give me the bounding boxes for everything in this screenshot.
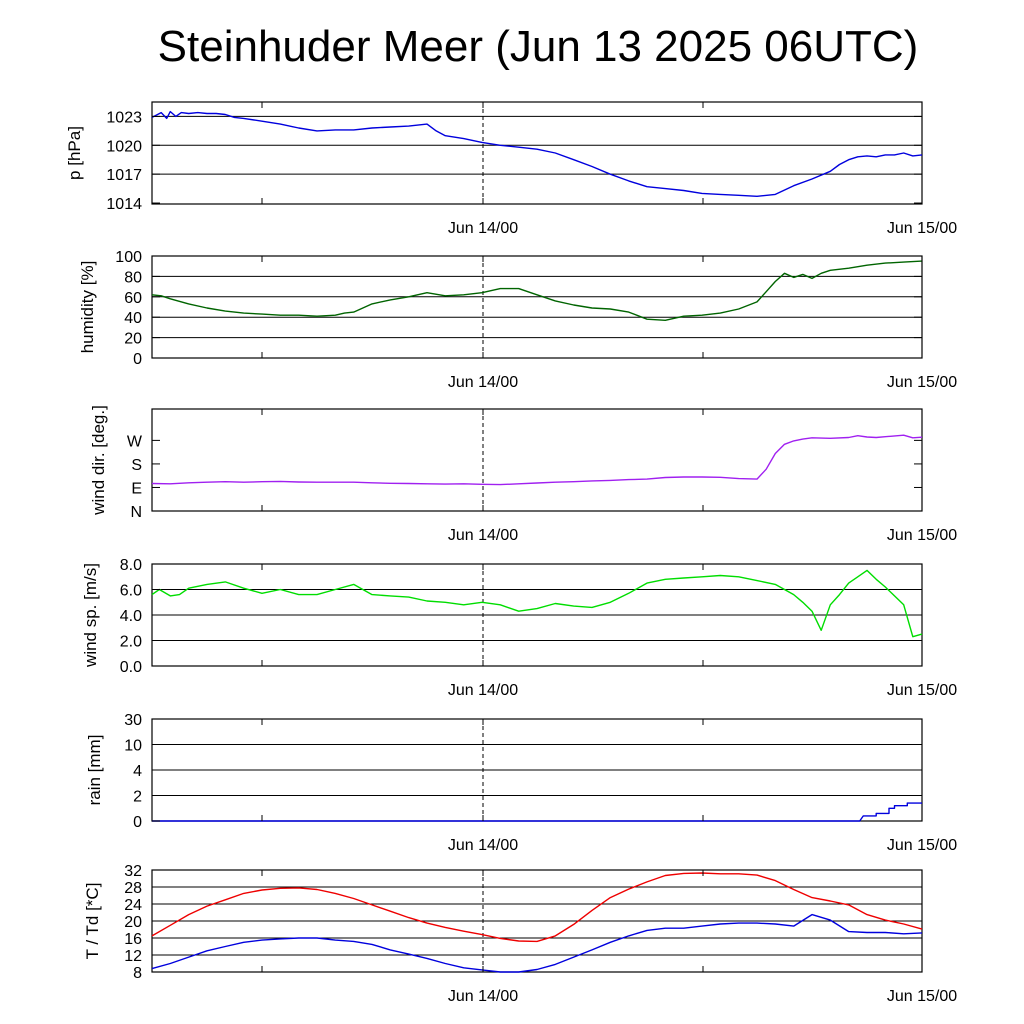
x-tick-label: Jun 15/00	[887, 837, 957, 854]
series-group	[151, 569, 923, 638]
x-tick-label: Jun 15/00	[887, 374, 957, 391]
x-tick-label: Jun 14/00	[448, 220, 518, 237]
y-tick-label: 4.0	[120, 608, 142, 625]
series-group	[152, 802, 922, 822]
wind-speed-series-line	[151, 569, 923, 638]
y-axis-label: T / Td [*C]	[83, 883, 102, 960]
panel-wind-speed: 0.0 2.0 4.0 6.0 8.0 Jun 14/00 Jun 15/00 wind …	[81, 557, 957, 699]
y-tick-label: E	[131, 480, 142, 497]
series-group	[151, 260, 923, 321]
y-tick-label: 100	[115, 249, 142, 266]
y-tick-label: 12	[124, 948, 142, 965]
y-tick-label: 16	[124, 931, 142, 948]
y-tick-label: 0	[133, 814, 142, 831]
y-tick-label: 4	[133, 763, 142, 780]
panel-humidity: 0 20 40 60 80 100 Jun 14/00 Jun 15/00 humidity…	[78, 249, 957, 391]
x-tick-label: Jun 14/00	[448, 527, 518, 544]
y-tick-label: 1023	[106, 109, 142, 126]
x-tick-label: Jun 14/00	[448, 374, 518, 391]
x-tick-label: Jun 14/00	[448, 837, 518, 854]
y-axis: 0 20 40 60 80 100	[115, 249, 922, 368]
x-tick-label: Jun 15/00	[887, 220, 957, 237]
y-tick-label: 20	[124, 914, 142, 931]
pressure-series-line	[151, 110, 923, 198]
temperature-series-line-t	[151, 872, 923, 943]
y-tick-label: 8	[133, 965, 142, 982]
y-axis-label: wind dir. [deg.]	[89, 405, 108, 516]
humidity-series-line	[151, 260, 923, 321]
grid-lines	[152, 256, 922, 358]
y-axis: 1014 1017 1020 1023	[106, 109, 922, 213]
y-axis-label: p [hPa]	[65, 126, 84, 180]
panel-rain: 0 2 4 10 30 Jun 14/00 Jun 15/00 rain [mm]	[85, 712, 957, 854]
x-tick-label: Jun 15/00	[887, 682, 957, 699]
y-tick-label: 6.0	[120, 583, 142, 600]
y-tick-label: 32	[124, 863, 142, 880]
series-group	[151, 434, 923, 486]
y-tick-label: N	[130, 504, 142, 521]
series-group	[151, 872, 923, 973]
y-tick-label: 0.0	[120, 659, 142, 676]
y-tick-label: 2	[133, 789, 142, 806]
y-axis-label: rain [mm]	[85, 735, 104, 806]
grid-lines	[152, 102, 922, 204]
x-axis: Jun 14/00 Jun 15/00	[261, 256, 957, 391]
x-tick-label: Jun 15/00	[887, 988, 957, 1005]
plot-frame	[151, 255, 923, 359]
y-tick-label: 28	[124, 880, 142, 897]
x-axis: Jun 14/00 Jun 15/00	[261, 564, 957, 699]
y-tick-label: 8.0	[120, 557, 142, 574]
chart-title: Steinhuder Meer (Jun 13 2025 06UTC)	[157, 22, 919, 71]
y-tick-label: 1014	[106, 196, 142, 213]
x-axis: Jun 14/00 Jun 15/00	[261, 409, 957, 544]
y-tick-label: 24	[124, 897, 142, 914]
y-tick-label: 30	[124, 712, 142, 729]
y-tick-label: 0	[133, 351, 142, 368]
y-tick-label: 2.0	[120, 634, 142, 651]
x-tick-label: Jun 14/00	[448, 682, 518, 699]
y-tick-label: 60	[124, 290, 142, 307]
y-tick-label: 20	[124, 331, 142, 348]
y-axis: 0 2 4 10 30	[124, 712, 922, 831]
y-axis-label: humidity [%]	[78, 261, 97, 354]
y-axis-label: wind sp. [m/s]	[81, 563, 100, 668]
y-tick-label: 10	[124, 738, 142, 755]
x-tick-label: Jun 15/00	[887, 527, 957, 544]
y-tick-label: 1017	[106, 167, 142, 184]
x-tick-label: Jun 14/00	[448, 988, 518, 1005]
grid-lines	[152, 719, 922, 821]
y-tick-label: 80	[124, 269, 142, 286]
rain-series-line	[152, 802, 922, 822]
x-axis: Jun 14/00 Jun 15/00	[261, 719, 957, 854]
plot-frame	[151, 408, 923, 512]
y-tick-label: W	[127, 433, 143, 450]
panel-pressure: 1014 1017 1020 1023 Jun 14/00 Jun 15/00 p [h…	[65, 101, 957, 237]
wind-direction-series-line	[151, 434, 923, 486]
y-tick-label: 40	[124, 310, 142, 327]
temperature-series-line-td	[151, 913, 923, 973]
x-axis: Jun 14/00 Jun 15/00	[261, 102, 957, 237]
grid-lines	[152, 564, 922, 666]
x-axis: Jun 14/00 Jun 15/00	[261, 870, 957, 1005]
y-tick-label: S	[131, 457, 142, 474]
series-group	[151, 110, 923, 198]
y-tick-label: 1020	[106, 138, 142, 155]
y-axis: 0.0 2.0 4.0 6.0 8.0	[120, 557, 922, 676]
plot-frame	[151, 101, 923, 205]
grid-lines	[152, 869, 922, 972]
